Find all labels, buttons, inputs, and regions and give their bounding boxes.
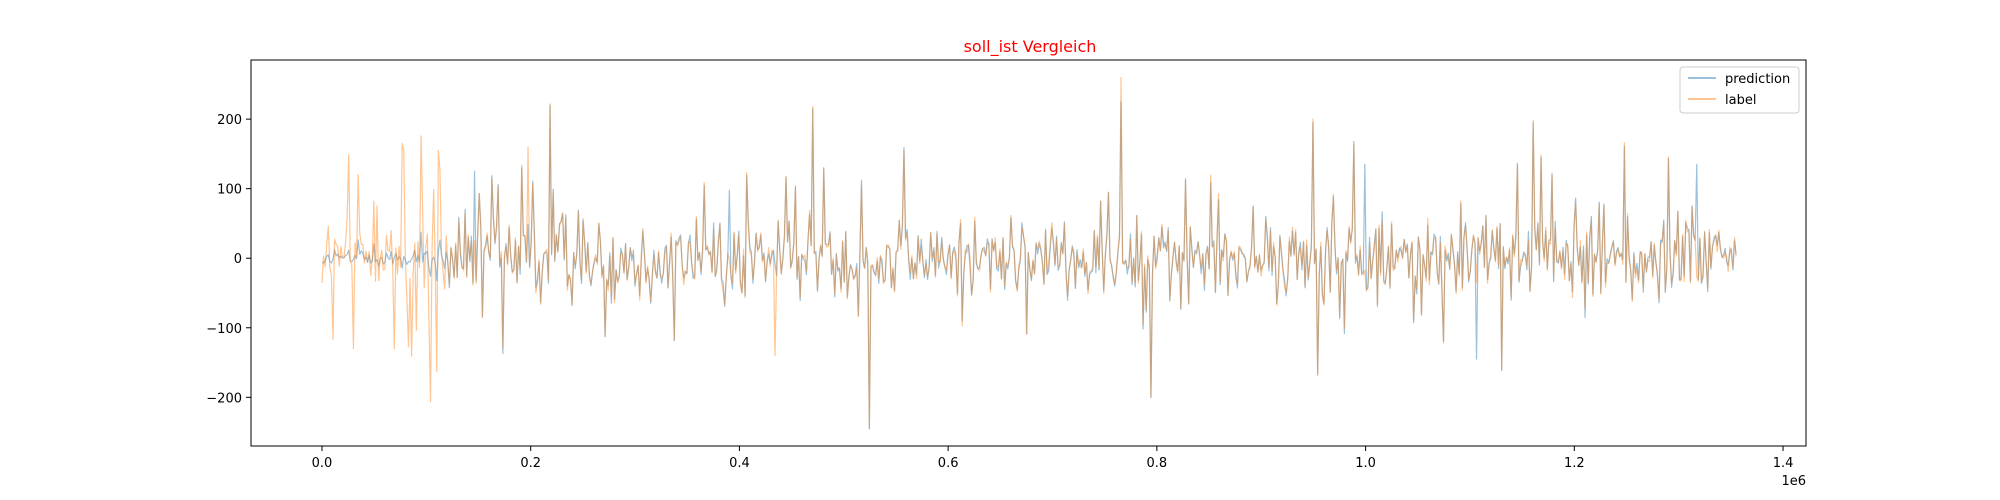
x-tick-label: 1.0 [1355, 456, 1376, 471]
x-axis: 0.0 0.2 0.4 0.6 0.8 1.0 1.2 1.4 [312, 446, 1794, 471]
legend-label-prediction: prediction [1725, 72, 1790, 87]
chart-title: soll_ist Vergleich [964, 37, 1097, 57]
plot-frame [250, 59, 1807, 447]
x-tick-label: 1.2 [1564, 456, 1585, 471]
x-offset-label: 1e6 [1781, 474, 1806, 489]
y-tick-label: 0 [234, 252, 242, 267]
legend-label-label: label [1725, 93, 1756, 108]
x-tick-label: 0.8 [1147, 456, 1168, 471]
y-tick-label: −200 [206, 391, 242, 406]
series-line-prediction [321, 101, 1737, 430]
y-tick-label: −100 [206, 322, 242, 337]
x-tick-label: 0.0 [312, 456, 333, 471]
x-tick-label: 0.2 [520, 456, 541, 471]
x-tick-label: 1.4 [1773, 456, 1794, 471]
y-tick-label: 200 [217, 113, 242, 128]
series-layer [321, 76, 1737, 430]
x-tick-label: 0.6 [938, 456, 959, 471]
y-axis: −200 −100 0 100 200 [206, 113, 251, 406]
series-line-label [321, 76, 1737, 430]
x-tick-label: 0.4 [729, 456, 750, 471]
legend: prediction label [1679, 66, 1800, 114]
y-tick-label: 100 [217, 183, 242, 198]
